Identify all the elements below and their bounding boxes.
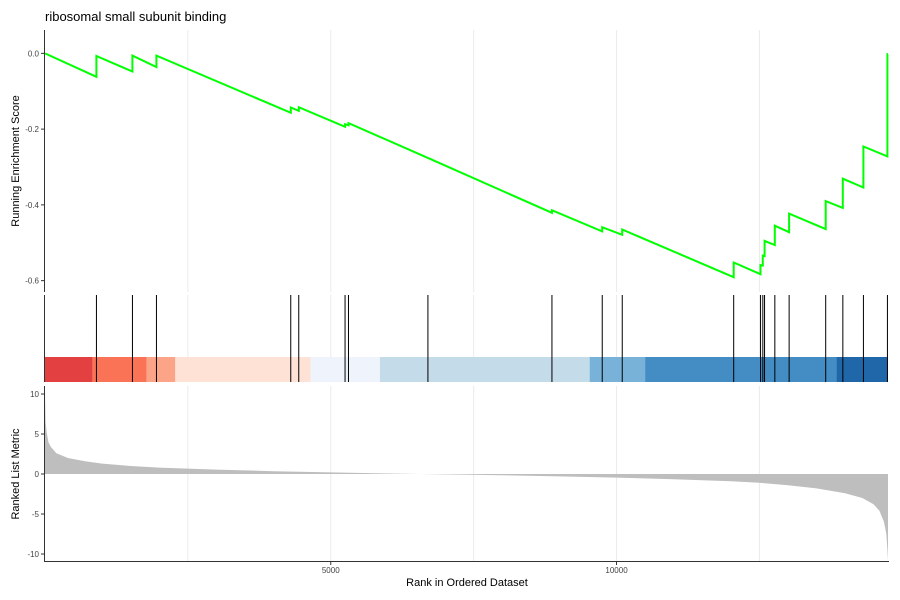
heatmap-band bbox=[379, 357, 590, 382]
x-tick-label: 5000 bbox=[322, 566, 340, 575]
y-tick-label: 10 bbox=[30, 390, 39, 399]
running-score-line bbox=[44, 52, 889, 279]
heatmap-band bbox=[146, 357, 176, 382]
hits-panel bbox=[44, 295, 888, 382]
y-tick-label: -10 bbox=[27, 550, 39, 559]
y-tick-label: -0.4 bbox=[25, 201, 39, 210]
gene-hit-marks bbox=[95, 295, 888, 382]
y-tick-label: 0.0 bbox=[28, 49, 40, 58]
heatmap-band bbox=[589, 357, 646, 382]
x-axis: 5000 10000 bbox=[322, 562, 628, 575]
bottom-panel: 10 5 0 -5 -10 5000 10000 Ranked List Metric R… bbox=[10, 386, 889, 589]
rank-heatmap bbox=[45, 357, 888, 382]
y-tick-label: 0 bbox=[35, 470, 40, 479]
y-tick-label: 5 bbox=[35, 430, 40, 439]
bottom-y-axis-label: Ranked List Metric bbox=[10, 428, 22, 520]
heatmap-band bbox=[92, 357, 147, 382]
y-tick-label: -0.2 bbox=[25, 125, 39, 134]
chart-title: ribosomal small subunit binding bbox=[45, 9, 226, 24]
top-y-axis-label: Running Enrichment Score bbox=[10, 95, 22, 226]
top-gridlines bbox=[187, 30, 760, 292]
ranked-metric-area bbox=[45, 392, 888, 561]
y-tick-label: -0.6 bbox=[25, 277, 39, 286]
bottom-y-axis: 10 5 0 -5 -10 bbox=[27, 390, 44, 559]
y-tick-label: -5 bbox=[32, 510, 40, 519]
heatmap-band bbox=[175, 357, 311, 382]
heatmap-band bbox=[645, 357, 837, 382]
x-axis-label: Rank in Ordered Dataset bbox=[406, 577, 528, 589]
top-panel: 0.0 -0.2 -0.4 -0.6 Running Enrichment Score bbox=[10, 30, 889, 292]
top-y-axis: 0.0 -0.2 -0.4 -0.6 bbox=[25, 49, 44, 286]
heatmap-band bbox=[45, 357, 93, 382]
x-tick-label: 10000 bbox=[605, 566, 628, 575]
heatmap-band bbox=[836, 357, 888, 382]
